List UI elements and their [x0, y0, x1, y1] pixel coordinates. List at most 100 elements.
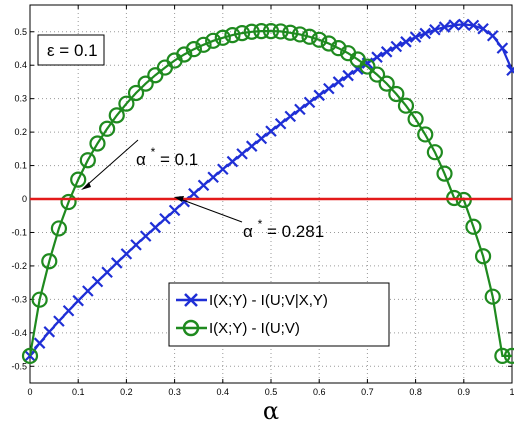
series-2-point [272, 23, 289, 40]
series-1-point [274, 117, 287, 130]
series-1-point [438, 21, 451, 33]
series-1-point [284, 110, 297, 123]
series-1-point [419, 27, 432, 40]
series-1-point [33, 337, 46, 349]
series-2-point [253, 22, 270, 40]
y-tick-label: 0.4 [14, 60, 27, 70]
y-tick-label: -0.4 [11, 328, 27, 338]
series-1-point [217, 163, 229, 176]
legend-marker-x-icon [184, 293, 198, 307]
series-1-point [43, 326, 56, 338]
series-1-point [303, 96, 316, 109]
y-tick-label: 0 [22, 194, 27, 204]
series-1-point [226, 155, 239, 168]
series-2-point [503, 347, 514, 365]
x-tick-label: 0.6 [313, 387, 326, 397]
series-layer [21, 18, 514, 365]
x-tick-label: 0.3 [168, 387, 181, 397]
y-tick-label: 0.2 [14, 127, 27, 137]
param-box-frame [37, 34, 105, 66]
legend-entry-series-1: I(X;Y) - I(U;V|X,Y) [176, 292, 328, 309]
series-2-point [407, 110, 424, 128]
legend-label-series-1: I(X;Y) - I(U;V|X,Y) [209, 292, 328, 309]
series-1-point [448, 19, 460, 31]
x-tick-label: 0 [27, 387, 32, 397]
series-2-point [205, 32, 222, 49]
series-2-point [378, 75, 395, 92]
series-1-point [101, 266, 113, 279]
series-2-point [108, 107, 125, 124]
axis-ticks: 0 0.1 0.2 0.3 0.4 0.5 0.6 0.7 0.8 0.9 1 -0.5 -0.4 -0.… [11, 5, 514, 397]
x-tick-label: 1 [509, 387, 514, 397]
series-1-point [255, 132, 268, 145]
series-1-point [265, 125, 277, 137]
series-2-point [185, 41, 202, 58]
series-1-point [409, 31, 422, 43]
series-1-point [342, 69, 354, 82]
series-2-point [195, 36, 212, 53]
y-tick-label: 0.3 [14, 94, 27, 104]
y-tick-label: -0.5 [11, 361, 27, 371]
series-1-point [207, 171, 219, 184]
series-2-point [127, 84, 145, 102]
legend-marker-circle-icon [182, 319, 200, 337]
series-1-point [53, 315, 65, 327]
series-1-point [82, 285, 94, 297]
annotation-arrow-1 [85, 139, 139, 187]
series-1-point [458, 18, 470, 31]
annotation-alpha-2: α * = 0.281 [174, 196, 324, 241]
series-2-point [330, 40, 347, 57]
annotation-1-superscript: * [151, 145, 156, 159]
series-2-point [282, 24, 299, 41]
series-1-point [313, 89, 325, 102]
series-2-point [311, 31, 328, 48]
legend-frame [168, 282, 390, 347]
series-2-point [118, 95, 135, 112]
y-tick-label: -0.2 [11, 261, 27, 271]
series-2-point [21, 347, 39, 365]
annotation-alpha-1: α * = 0.1 [81, 139, 198, 190]
series-2-point [233, 24, 251, 42]
series-1-point [371, 51, 383, 63]
series-1-point [477, 22, 489, 35]
x-tick-label: 0.8 [409, 387, 422, 397]
series-2-point [50, 220, 68, 237]
series-1-point [400, 36, 412, 48]
y-tick-label: 0.1 [14, 161, 27, 171]
series-2-point [417, 126, 434, 143]
series-1-point [62, 304, 75, 317]
series-1-point [130, 239, 142, 251]
legend: I(X;Y) - I(U;V|X,Y) I(X;Y) - I(U;V) [168, 282, 390, 347]
series-1-point [120, 248, 133, 260]
series-2-point [262, 22, 280, 40]
y-tick-label: -0.3 [11, 294, 27, 304]
series-2-point [474, 248, 492, 265]
annotation-1-label: α * = 0.1 [136, 141, 198, 169]
series-1-point [429, 23, 441, 36]
series-2-point [388, 85, 405, 103]
series-2-point [484, 288, 501, 305]
series-2-point [465, 218, 482, 235]
series-2-point [137, 75, 154, 92]
series-1-point [486, 29, 499, 42]
series-1-point [332, 76, 345, 88]
x-tick-label: 0.7 [361, 387, 374, 397]
series-1-point [245, 140, 258, 152]
series-1-point [110, 257, 123, 269]
series-2-point [147, 67, 164, 84]
annotation-2-symbol: α [243, 222, 253, 241]
series-2-point [291, 26, 309, 43]
annotation-1-value: = 0.1 [160, 150, 198, 169]
series-2-point [301, 28, 318, 45]
legend-entry-series-2: I(X;Y) - I(U;V) [176, 319, 300, 337]
series-1-point [188, 187, 200, 200]
series-2-point [494, 347, 511, 365]
series-2-point [436, 165, 453, 182]
series-1-point [467, 19, 480, 32]
x-axis-label: α [263, 397, 279, 425]
series-2-point [79, 152, 96, 169]
series-1-point [197, 179, 210, 192]
series-1-point [294, 103, 306, 116]
series-2-point [368, 66, 386, 83]
